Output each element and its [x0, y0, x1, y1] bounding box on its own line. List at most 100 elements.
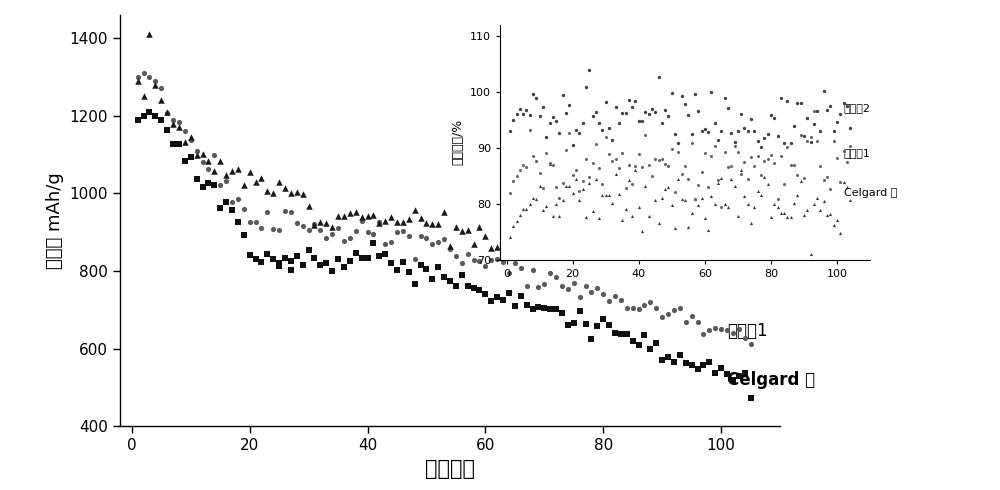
Point: [595, 316, 611, 323]
Point: [654, 194, 670, 202]
Point: [554, 282, 570, 290]
Point: [733, 166, 749, 173]
Point: [707, 369, 723, 377]
Point: [618, 184, 634, 192]
Point: [522, 126, 538, 134]
Point: [727, 139, 743, 147]
Point: [604, 199, 620, 207]
Point: [489, 294, 505, 301]
Point: [812, 162, 828, 170]
Point: [680, 223, 696, 231]
Point: [720, 203, 736, 211]
Point: [509, 217, 525, 224]
Point: [371, 219, 387, 227]
Point: [535, 184, 551, 192]
Point: [819, 106, 835, 114]
Point: [295, 190, 311, 198]
Point: [634, 117, 650, 125]
Point: [642, 298, 658, 306]
Point: [770, 132, 786, 140]
Point: [147, 112, 163, 120]
Point: [641, 212, 657, 220]
Point: [495, 296, 511, 304]
Point: [165, 141, 181, 148]
Point: [625, 246, 641, 254]
Point: [566, 248, 582, 256]
Point: [522, 200, 538, 208]
Point: [509, 110, 525, 118]
Point: [354, 217, 370, 225]
Point: [619, 304, 635, 312]
Point: [407, 255, 423, 263]
Point: [271, 178, 287, 186]
Point: [519, 283, 535, 291]
Point: [591, 164, 607, 171]
Point: [418, 265, 434, 272]
Point: [224, 198, 240, 206]
Point: [454, 260, 470, 268]
Point: [389, 266, 405, 274]
Point: [242, 218, 258, 226]
Point: [619, 246, 635, 254]
Point: [538, 149, 554, 157]
Point: [236, 231, 252, 239]
Point: [727, 182, 743, 190]
Point: [171, 140, 187, 148]
Point: [360, 254, 376, 262]
Point: [558, 109, 574, 117]
Point: [701, 358, 717, 366]
Point: [756, 173, 772, 181]
Point: [660, 113, 676, 121]
Point: [460, 250, 476, 258]
Point: [687, 195, 703, 203]
Point: [471, 286, 487, 294]
Point: [690, 365, 706, 373]
Point: [283, 208, 299, 216]
Point: [389, 219, 405, 226]
Point: [513, 265, 529, 272]
Point: [822, 102, 838, 110]
Point: [743, 115, 759, 123]
Point: [572, 307, 588, 315]
Point: [678, 318, 694, 326]
Point: [719, 370, 735, 378]
Point: [507, 245, 523, 252]
Point: [342, 257, 358, 265]
Point: [713, 365, 729, 372]
Point: [560, 249, 576, 257]
Point: [720, 164, 736, 171]
Point: [277, 254, 293, 262]
Point: [763, 151, 779, 159]
Point: [575, 185, 591, 193]
Point: [336, 263, 352, 271]
Point: [614, 216, 630, 224]
Point: [594, 180, 610, 188]
Point: [677, 196, 693, 204]
Y-axis label: 库伦效率/%: 库伦效率/%: [451, 119, 464, 165]
Point: [471, 257, 487, 265]
Point: [454, 271, 470, 279]
Point: [642, 245, 658, 252]
Point: [578, 319, 594, 327]
Point: [259, 209, 275, 217]
Point: [530, 283, 546, 291]
Point: [495, 259, 511, 267]
Point: [674, 196, 690, 203]
Point: [568, 175, 584, 183]
Point: [674, 170, 690, 178]
Point: [330, 224, 346, 232]
Point: [477, 232, 493, 240]
X-axis label: 循环次数: 循环次数: [425, 459, 475, 479]
Point: [631, 150, 647, 158]
Point: [736, 158, 752, 166]
Point: [383, 238, 399, 246]
Point: [760, 180, 776, 188]
Point: [583, 288, 599, 296]
Point: [212, 157, 228, 165]
Point: [641, 161, 657, 169]
Point: [348, 227, 364, 235]
Point: [336, 238, 352, 245]
Point: [750, 152, 766, 160]
Point: [342, 209, 358, 217]
Point: [637, 131, 653, 139]
